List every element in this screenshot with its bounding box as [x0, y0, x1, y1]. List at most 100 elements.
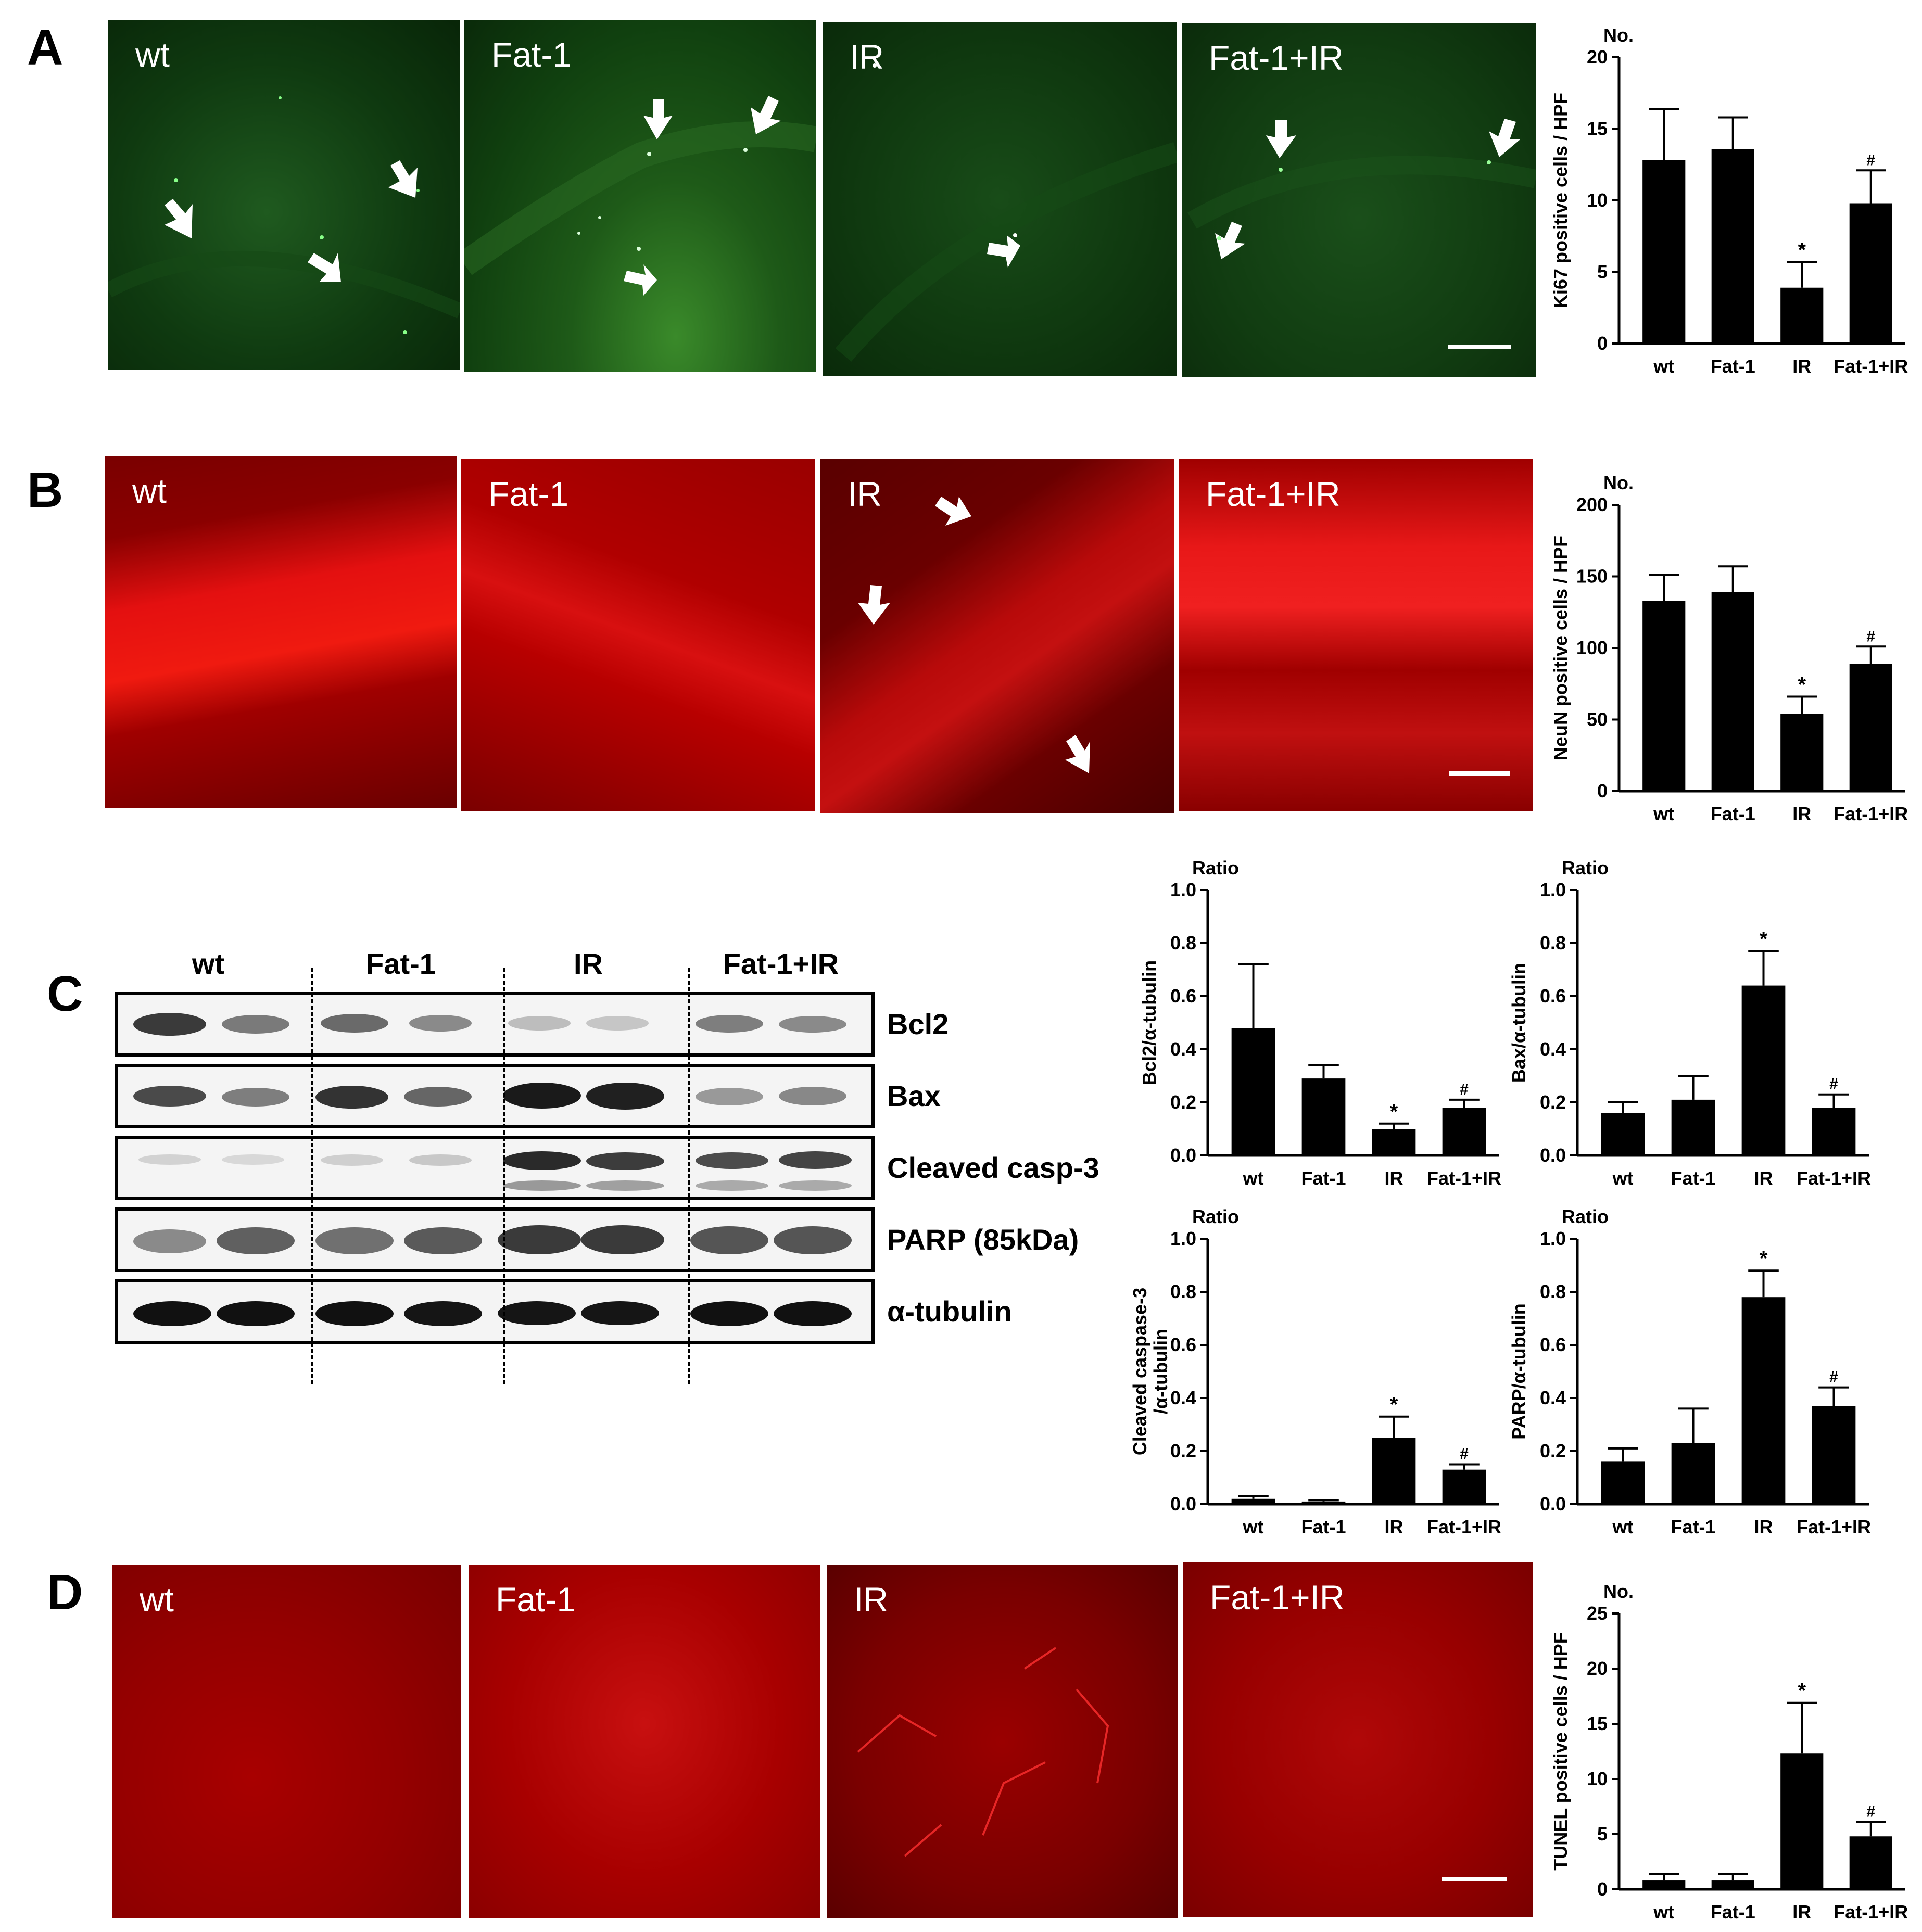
micrograph-a-fat1ir: Fat-1+IR: [1182, 23, 1536, 377]
y-tick-label: 0.2: [1170, 1091, 1196, 1113]
x-tick-label: IR: [1792, 803, 1811, 824]
micrograph-d-fat1ir: Fat-1+IR: [1183, 1562, 1533, 1917]
y-tick-label: 5: [1597, 261, 1608, 283]
x-tick-label: IR: [1385, 1167, 1403, 1189]
arrows-overlay: [1187, 119, 1536, 349]
y-tick-label: 0.8: [1540, 932, 1566, 954]
blot-label: Bax: [887, 1079, 941, 1112]
x-tick-label: Fat-1+IR: [1834, 803, 1908, 824]
tunel-bar-chart: No. TUNEL positive cells / HPF 0 5 10 15 20 25 w…: [1541, 1567, 1916, 1931]
bar: [1301, 1078, 1346, 1155]
arrows-overlay: [464, 96, 816, 296]
x-tick-label: Fat-1: [1671, 1516, 1715, 1537]
arrows-overlay: [858, 497, 1090, 773]
micrograph-a-ir: IR: [823, 22, 1177, 376]
y-tick-label: 20: [1587, 46, 1608, 68]
y-axis-label: NeuN positive cells / HPF: [1550, 536, 1571, 760]
x-tick-label: Fat-1: [1301, 1167, 1346, 1189]
significance-marker: #: [1829, 1076, 1838, 1093]
bar: [1671, 1099, 1715, 1155]
y-tick-label: 0: [1597, 333, 1608, 354]
parp-bar-chart: Ratio PARP/α-tubulin 0.0 0.2 0.4 0.6 0.8 1.0 wt F…: [1499, 1192, 1879, 1546]
significance-marker: *: [1798, 238, 1806, 261]
blot-strip-bcl2: [115, 992, 875, 1057]
arrows-overlay: [835, 63, 1177, 362]
y-tick-label: 15: [1587, 1713, 1608, 1734]
bar: [1741, 1297, 1786, 1504]
panel-letter-a: A: [27, 20, 64, 75]
bar: [1849, 1836, 1892, 1889]
bar: [1711, 1880, 1754, 1889]
x-tick-label: IR: [1792, 355, 1811, 377]
blot-label: PARP (85kDa): [887, 1223, 1079, 1256]
bar: [1849, 203, 1892, 344]
y-tick-label: 0.6: [1170, 985, 1196, 1007]
bar: [1780, 1753, 1824, 1889]
bax-bar-chart: Ratio Bax/α-tubulin 0.0 0.2 0.4 0.6 0.8 1.0 wt Fa…: [1499, 843, 1879, 1197]
image-label: IR: [850, 37, 884, 76]
micrograph-b-ir: IR: [820, 459, 1174, 813]
bar: [1780, 714, 1824, 791]
bcl2-bar-chart: Ratio Bcl2/α-tubulin 0.0 0.2 0.4 0.6 0.8 1.0 wt F…: [1130, 843, 1510, 1197]
unit-label: No.: [1603, 1581, 1634, 1602]
y-tick-label: 15: [1587, 118, 1608, 139]
image-label: wt: [132, 472, 167, 510]
bar: [1849, 664, 1892, 791]
y-tick-label: 0.8: [1170, 1281, 1196, 1302]
significance-marker: *: [1760, 1247, 1768, 1270]
y-tick-label: 0.2: [1540, 1091, 1566, 1113]
y-axis-label: PARP/α-tubulin: [1508, 1303, 1529, 1439]
y-tick-label: 20: [1587, 1658, 1608, 1679]
x-tick-label: wt: [1653, 355, 1674, 377]
micrograph-a-wt: wt: [108, 20, 460, 370]
x-tick-label: wt: [1243, 1516, 1264, 1537]
blot-strip-tubulin: [115, 1279, 875, 1344]
x-tick-label: Fat-1: [1711, 803, 1755, 824]
scale-bar: [1449, 771, 1510, 776]
casp3-bar-chart: Ratio Cleaved caspase-3/α-tubulin 0.0 0.2 0.…: [1129, 1192, 1510, 1546]
bar: [1642, 601, 1686, 791]
y-tick-label: 10: [1587, 1768, 1608, 1789]
bar: [1642, 160, 1686, 344]
micrograph-b-wt: wt: [105, 456, 457, 808]
neun-bar-chart: No. NeuN positive cells / HPF 0 50 100 150 200…: [1541, 458, 1916, 833]
scale-bar: [1448, 345, 1511, 349]
scale-overlay: [1449, 771, 1510, 776]
significance-marker: *: [1798, 1680, 1806, 1702]
lane-divider: [311, 968, 313, 1384]
y-tick-label: 0: [1597, 1878, 1608, 1900]
lane-divider: [688, 968, 690, 1384]
y-tick-label: 0.0: [1170, 1145, 1196, 1166]
bar: [1601, 1461, 1645, 1504]
ki67-bar-chart: No. Ki67 positive cells / HPF 0 5 10 15 20 wt Fa…: [1541, 10, 1916, 385]
micrograph-d-wt: wt: [112, 1565, 461, 1918]
significance-marker: #: [1829, 1369, 1838, 1386]
y-axis-label: Ki67 positive cells / HPF: [1550, 93, 1571, 308]
x-tick-label: Fat-1: [1301, 1516, 1346, 1537]
micrograph-b-fat1ir: Fat-1+IR: [1179, 459, 1533, 811]
blot-strip-bax: [115, 1064, 875, 1128]
image-label: Fat-1+IR: [1206, 475, 1341, 513]
bar: [1231, 1498, 1275, 1504]
micrograph-d-fat1: Fat-1: [469, 1565, 820, 1918]
blot-label: Bcl2: [887, 1008, 949, 1040]
bar: [1711, 592, 1754, 791]
lane-header: Fat-1+IR: [723, 947, 839, 980]
micrograph-a-fat1: Fat-1: [464, 20, 816, 372]
image-label: IR: [854, 1580, 888, 1619]
y-tick-label: 0.6: [1170, 1334, 1196, 1355]
x-tick-label: Fat-1+IR: [1797, 1516, 1871, 1537]
unit-label: No.: [1603, 24, 1634, 46]
y-tick-label: 0.4: [1170, 1387, 1196, 1408]
lane-divider: [503, 968, 505, 1384]
x-tick-label: Fat-1: [1711, 355, 1755, 377]
blot-label: α-tubulin: [887, 1295, 1012, 1328]
x-tick-label: Fat-1+IR: [1834, 1901, 1908, 1923]
bar: [1442, 1469, 1486, 1504]
y-tick-label: 200: [1576, 494, 1608, 515]
significance-marker: #: [1460, 1446, 1469, 1463]
western-blot: wt Fat-1 IR Fat-1+IR: [115, 937, 1135, 1390]
panel-letter-d: D: [47, 1565, 83, 1620]
micrograph-b-fat1: Fat-1: [461, 459, 815, 811]
scale-overlay: [1442, 1877, 1507, 1881]
